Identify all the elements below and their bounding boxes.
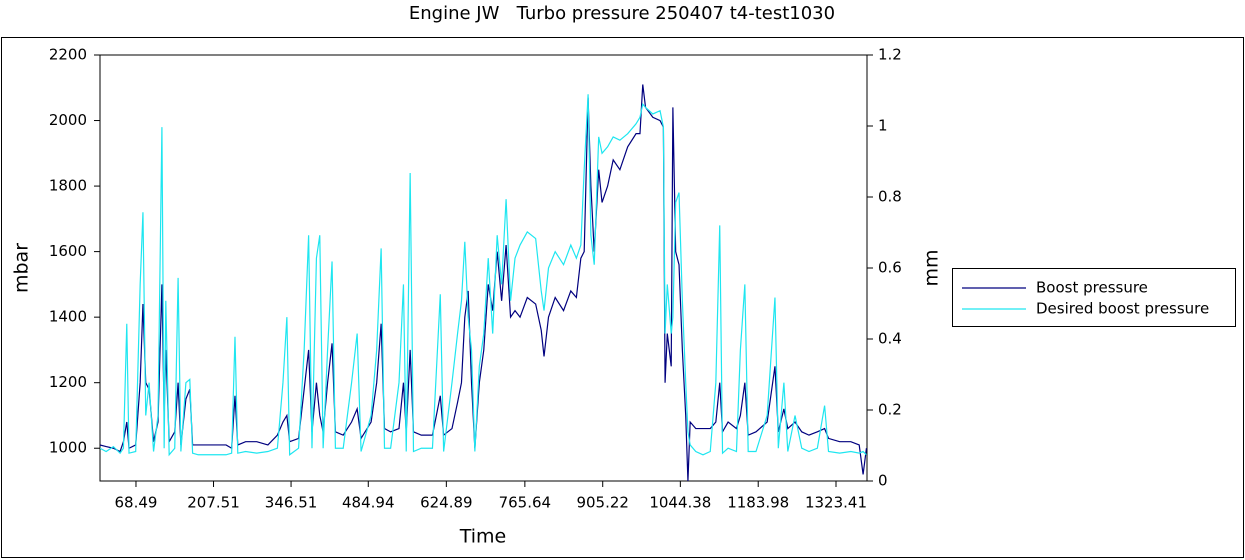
x-tick-label: 1183.98: [727, 494, 789, 512]
x-tick-label: 624.89: [420, 494, 473, 512]
y2-axis-label: mm: [921, 249, 943, 286]
plot-lines: [100, 84, 867, 481]
x-tick-label: 346.51: [265, 494, 318, 512]
x-tick-label: 484.94: [342, 494, 395, 512]
plot-area: [99, 54, 868, 482]
series-line: [100, 94, 867, 457]
y2-tick-label: 1: [878, 117, 888, 135]
x-tick-label: 765.64: [499, 494, 552, 512]
y2-tick-label: 0.2: [878, 401, 902, 419]
y-tick-label: 1600: [49, 242, 87, 260]
y-tick-label: 1200: [49, 373, 87, 391]
y2-tick-label: 0: [878, 472, 888, 490]
legend-box: [952, 268, 1236, 327]
y-axis-label: mbar: [11, 243, 33, 293]
y2-tick-label: 1.2: [878, 46, 902, 64]
x-tick-label: 68.49: [114, 494, 157, 512]
y-tick-label: 1000: [49, 439, 87, 457]
y-tick-label: 1400: [49, 308, 87, 326]
x-axis-label: Time: [459, 526, 507, 548]
x-tick-label: 1323.41: [805, 494, 867, 512]
frame: [1, 37, 1244, 558]
y-tick-label: 1800: [49, 177, 87, 195]
y-tick-label: 2200: [49, 46, 87, 64]
chart-title: Engine JW Turbo pressure 250407 t4-test1…: [409, 3, 835, 24]
series-line: [100, 84, 867, 481]
x-tick-label: 905.22: [576, 494, 629, 512]
legend-label: Boost pressure: [1036, 279, 1148, 297]
y2-tick-label: 0.6: [878, 259, 902, 277]
legend-label: Desired boost pressure: [1036, 300, 1209, 318]
x-tick-label: 1044.38: [649, 494, 711, 512]
x-tick-label: 207.51: [187, 494, 240, 512]
y2-tick-label: 0.4: [878, 330, 902, 348]
y2-tick-label: 0.8: [878, 188, 902, 206]
y-tick-label: 2000: [49, 111, 87, 129]
